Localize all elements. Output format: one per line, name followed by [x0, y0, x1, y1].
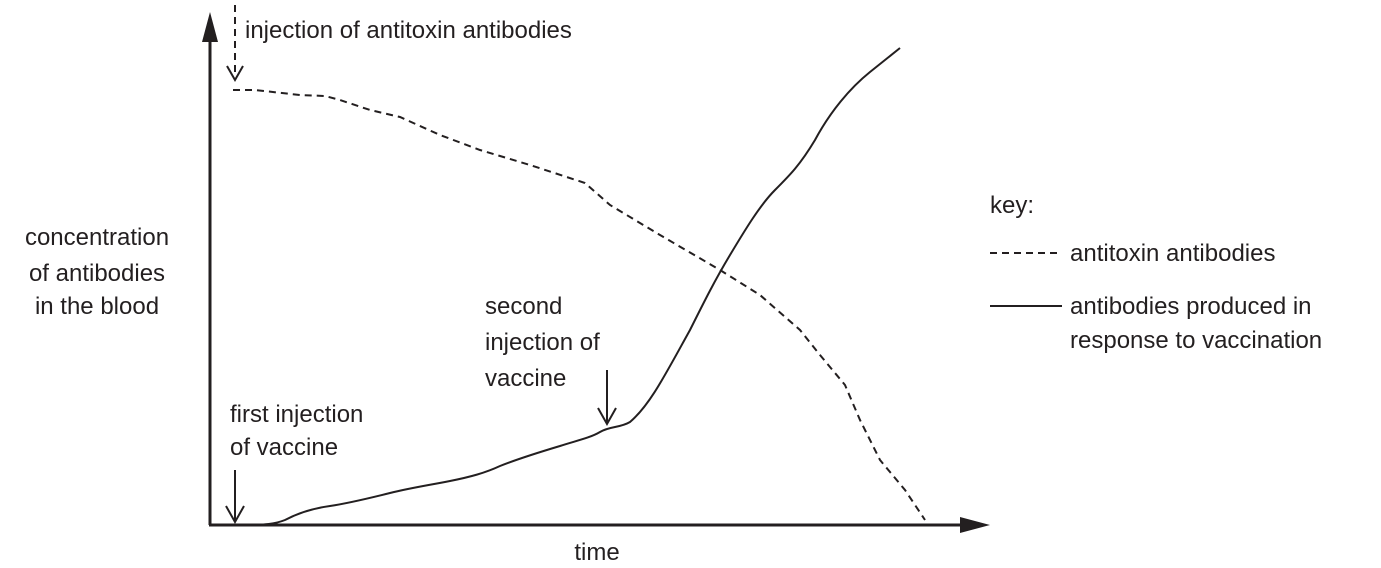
- annotation: injection of: [485, 329, 600, 356]
- antitoxin-arrowhead: [226, 65, 244, 83]
- vaccine-response-curve: [244, 47, 901, 526]
- x-axis-label: time: [574, 539, 619, 566]
- y-axis-label: in the blood: [35, 293, 159, 320]
- key-label: antibodies produced in: [1070, 293, 1312, 320]
- antitoxin-curve: [233, 89, 926, 521]
- y-axis-label: concentration: [25, 224, 169, 251]
- key-label: response to vaccination: [1070, 327, 1322, 354]
- x-axis-arrow: [960, 517, 990, 533]
- y-axis-arrow: [202, 12, 218, 42]
- y-axis-label: of antibodies: [29, 260, 165, 287]
- annotation: of vaccine: [230, 434, 338, 461]
- annotation: vaccine: [485, 365, 566, 392]
- annotation: second: [485, 293, 562, 320]
- first-injection-arrowhead: [225, 505, 245, 525]
- annotation: first injection: [230, 401, 363, 428]
- second-injection-arrowhead: [597, 407, 617, 427]
- key-title: key:: [990, 192, 1034, 219]
- title: injection of antitoxin antibodies: [245, 17, 572, 44]
- key-label: antitoxin antibodies: [1070, 240, 1275, 267]
